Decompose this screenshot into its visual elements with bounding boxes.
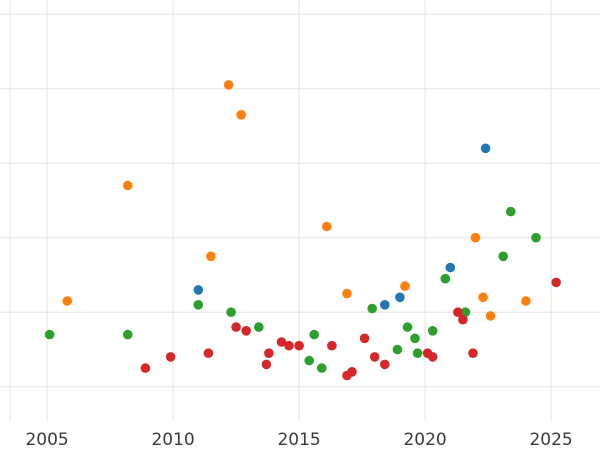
data-point-orange	[470, 232, 481, 243]
data-point-orange	[322, 221, 332, 232]
data-point-blue	[380, 300, 390, 310]
x-tick-label: 2010	[151, 430, 194, 450]
data-point-red	[140, 363, 151, 373]
data-point-red	[453, 307, 463, 318]
data-point-green	[412, 348, 423, 359]
data-point-green	[440, 273, 451, 284]
data-point-red	[241, 326, 251, 336]
data-point-green	[226, 307, 236, 318]
data-point-green	[367, 303, 378, 314]
x-tick-label: 2005	[25, 430, 68, 450]
data-point-green	[253, 322, 264, 332]
data-point-orange	[485, 311, 496, 321]
data-point-red	[231, 322, 241, 332]
data-point-green	[427, 326, 438, 336]
data-point-green	[531, 232, 541, 243]
data-point-orange	[521, 296, 531, 306]
data-point-orange	[400, 281, 410, 291]
series-green	[44, 206, 541, 373]
data-point-green	[317, 363, 327, 373]
data-point-red	[264, 348, 274, 359]
x-tick-label: 2015	[277, 430, 320, 450]
data-point-red	[165, 352, 176, 362]
data-point-orange	[223, 80, 234, 90]
data-point-red	[342, 370, 352, 381]
data-point-red	[359, 333, 370, 344]
data-point-orange	[478, 292, 488, 303]
data-point-green	[460, 307, 471, 318]
data-point-red	[276, 337, 287, 347]
data-point-green	[498, 251, 509, 262]
data-point-orange	[206, 251, 216, 262]
data-point-red	[551, 277, 561, 288]
data-point-red	[458, 314, 468, 325]
series-red	[140, 277, 561, 381]
data-point-red	[261, 359, 272, 370]
series-blue	[193, 143, 491, 310]
data-point-green	[304, 355, 315, 366]
data-point-orange	[62, 296, 73, 306]
data-point-red	[294, 340, 304, 351]
data-point-blue	[445, 262, 456, 273]
data-points	[44, 80, 561, 381]
data-point-red	[284, 340, 294, 351]
data-point-red	[327, 340, 337, 351]
data-point-blue	[395, 292, 405, 303]
data-point-red	[369, 352, 380, 362]
data-point-green	[410, 333, 420, 344]
series-orange	[62, 80, 531, 321]
data-point-green	[402, 322, 413, 332]
x-tick-label: 2025	[529, 430, 572, 450]
data-point-green	[123, 329, 133, 340]
data-point-green	[44, 329, 55, 340]
data-point-green	[193, 300, 204, 310]
data-point-orange	[236, 110, 246, 120]
data-point-blue	[193, 285, 204, 295]
data-point-green	[392, 344, 403, 355]
data-point-blue	[480, 143, 491, 154]
data-point-red	[468, 348, 478, 359]
data-point-red	[203, 348, 214, 359]
data-point-red	[427, 352, 438, 362]
x-tick-label: 2020	[403, 430, 446, 450]
data-point-green	[506, 206, 516, 217]
data-point-green	[309, 329, 320, 340]
x-axis: 2005 2010 2015 2020 2025	[25, 430, 572, 450]
data-point-red	[380, 359, 390, 370]
data-point-orange	[123, 180, 133, 191]
data-point-orange	[342, 288, 352, 299]
